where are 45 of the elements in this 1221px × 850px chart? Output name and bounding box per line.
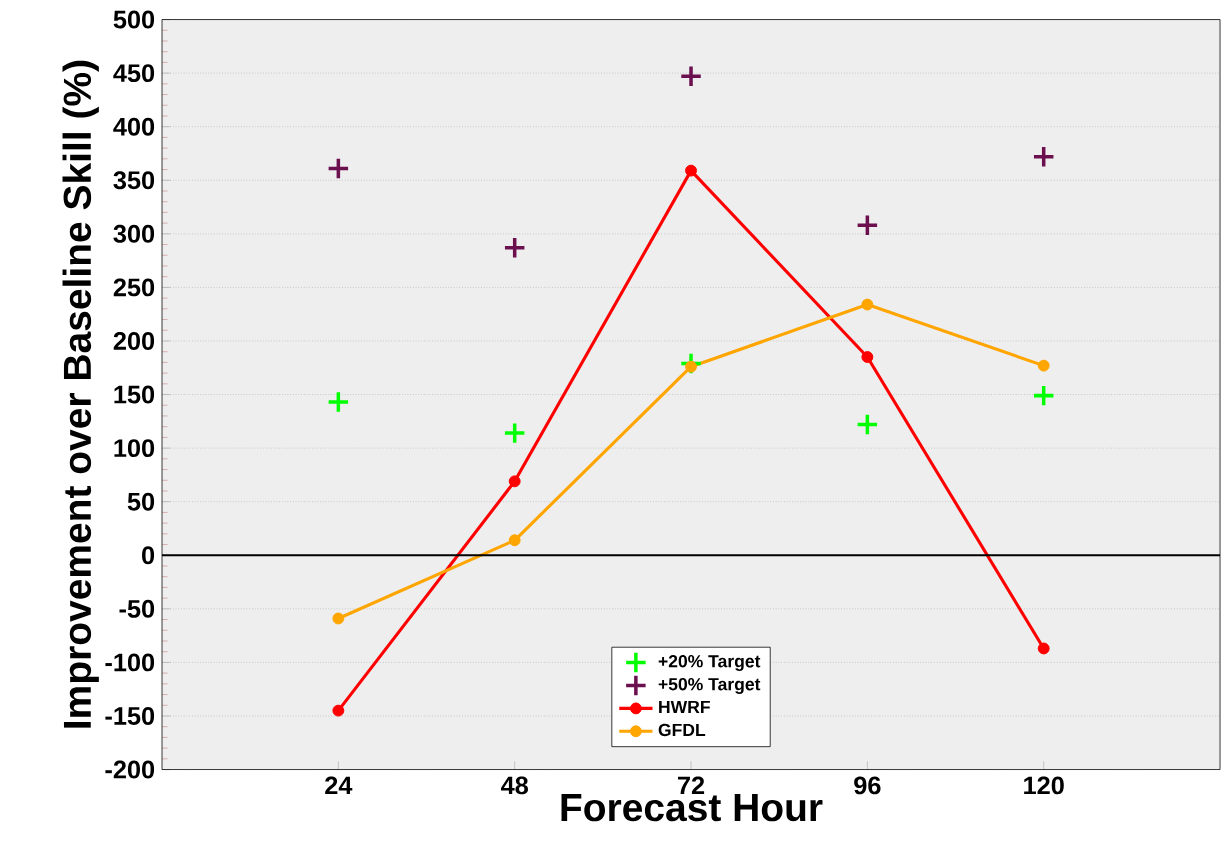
point (1032, 384, 1056, 408)
x-tick-label: 24 (325, 776, 353, 795)
legend-label: +20% Target (658, 655, 761, 672)
x-tick-label: 120 (1024, 776, 1064, 795)
legend-label: HWRF (659, 701, 710, 714)
y-tick-label: 400 (113, 117, 155, 136)
point (508, 475, 521, 488)
point (508, 534, 521, 547)
y-tick-label: 150 (114, 385, 155, 404)
y-tick-label: -50 (119, 599, 155, 618)
y-tick-label: 300 (113, 224, 155, 243)
point (685, 164, 697, 177)
y-tick-label: 500 (113, 10, 155, 29)
y-tick-label: 250 (113, 278, 155, 297)
y-tick-label: -100 (105, 653, 155, 672)
point (503, 236, 527, 260)
x-tick-label: 96 (854, 776, 881, 795)
point (1032, 145, 1056, 169)
point (685, 360, 697, 373)
legend-label: GFDL (658, 723, 706, 737)
point (503, 421, 527, 445)
point (1037, 642, 1050, 655)
x-tick-label: 48 (500, 776, 528, 795)
point (332, 612, 345, 625)
point (1037, 359, 1050, 372)
y-tick-label: 200 (113, 332, 155, 351)
point (326, 390, 350, 414)
y-tick-label: 450 (113, 64, 155, 83)
point (855, 213, 879, 237)
y-tick-label: 0 (142, 546, 155, 565)
x-axis-title: Forecast Hour (561, 794, 823, 822)
y-tick-label: -150 (105, 707, 155, 726)
point (332, 704, 345, 717)
y-tick-label: -200 (105, 760, 155, 779)
y-axis-title: Improvement over Baseline Skill (%) (62, 61, 99, 728)
point (326, 157, 350, 181)
y-tick-label: 50 (127, 492, 155, 511)
point (855, 413, 879, 437)
x-tick-label: 72 (678, 776, 705, 795)
point (861, 351, 874, 364)
y-tick-label: 100 (114, 439, 155, 458)
y-tick-label: 350 (113, 171, 155, 190)
legend-label: +50% Target (658, 678, 761, 695)
point (679, 64, 703, 88)
point (861, 298, 874, 311)
